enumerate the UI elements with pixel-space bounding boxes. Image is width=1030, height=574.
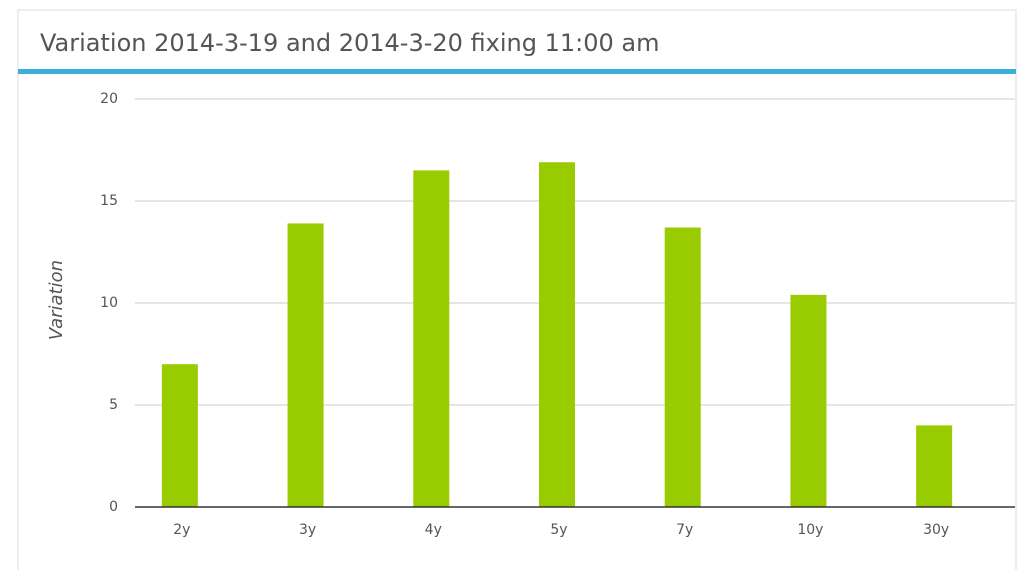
y-tick-label: 5 xyxy=(109,397,118,413)
y-tick-label: 20 xyxy=(100,91,118,107)
bar xyxy=(916,425,953,507)
x-tick-label: 3y xyxy=(299,522,316,538)
chart-title: Variation 2014-3-19 and 2014-3-20 fixing… xyxy=(40,29,660,57)
y-tick-label: 15 xyxy=(100,193,118,209)
x-tick-label: 10y xyxy=(797,522,823,538)
bar xyxy=(790,294,827,507)
bar xyxy=(539,162,575,508)
x-tick-label: 2y xyxy=(173,522,190,538)
x-tick-label: 5y xyxy=(550,522,567,538)
x-tick-label: 4y xyxy=(425,522,442,538)
x-tick-label: 7y xyxy=(676,522,693,538)
y-tick-label: 0 xyxy=(109,499,118,515)
y-axis-label: Variation xyxy=(46,260,67,340)
bar xyxy=(664,227,701,507)
bar xyxy=(161,364,198,507)
bar xyxy=(287,223,324,507)
bar xyxy=(413,170,450,507)
x-tick-label: 30y xyxy=(923,522,949,538)
title-underline xyxy=(18,69,1016,74)
y-tick-label: 10 xyxy=(100,295,118,311)
